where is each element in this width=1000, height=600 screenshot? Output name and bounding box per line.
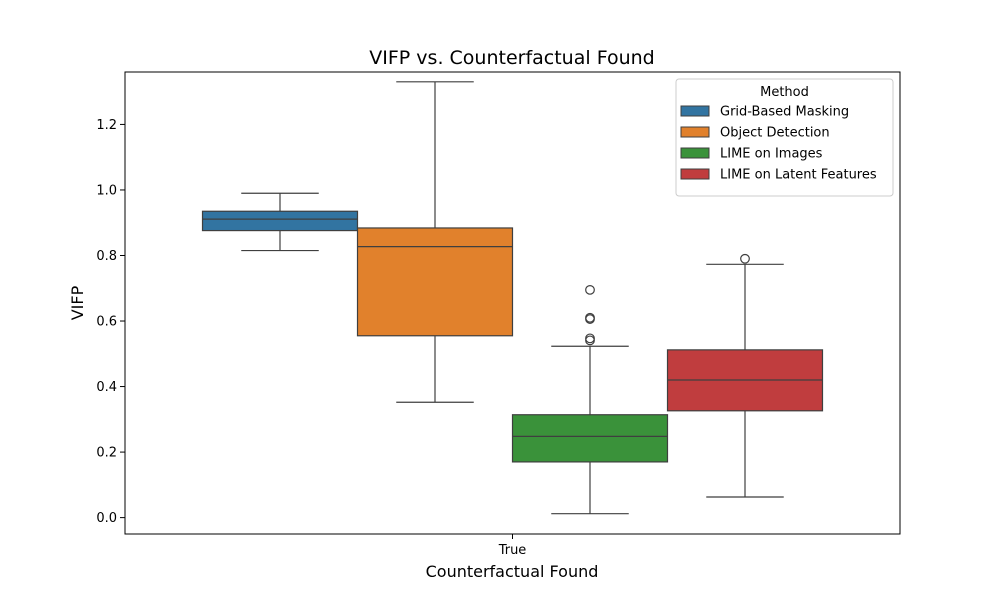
legend-label: LIME on Latent Features bbox=[720, 168, 877, 183]
box-iqr bbox=[356, 227, 514, 337]
outlier-point bbox=[585, 284, 595, 295]
outlier-point bbox=[585, 312, 595, 323]
box-iqr bbox=[511, 414, 669, 463]
chart-title: VIFP vs. Counterfactual Found bbox=[369, 47, 654, 69]
axes: 0.0 0.2 0.4 0.6 0.8 1.0 1.2 True bbox=[96, 71, 901, 558]
outlier-point bbox=[585, 333, 595, 344]
plot-area bbox=[201, 81, 824, 515]
box-iqr bbox=[201, 210, 359, 232]
legend-label: Grid-Based Masking bbox=[720, 105, 849, 120]
legend-swatch bbox=[680, 168, 710, 180]
legend-title: Method bbox=[760, 85, 809, 100]
box-series bbox=[511, 284, 669, 515]
x-tick-label: True bbox=[498, 543, 527, 558]
outlier-point bbox=[740, 253, 750, 264]
legend-label: Object Detection bbox=[720, 126, 830, 141]
y-tick-label: 0.2 bbox=[96, 446, 117, 461]
legend-swatch bbox=[680, 147, 710, 159]
legend-swatch bbox=[680, 126, 710, 138]
y-tick-label: 1.0 bbox=[96, 183, 117, 198]
legend: Method Grid-Based Masking Object Detection… bbox=[675, 78, 894, 197]
box-series bbox=[201, 192, 359, 252]
box-series bbox=[356, 81, 514, 403]
y-tick-label: 0.8 bbox=[96, 249, 117, 264]
y-tick-label: 0.6 bbox=[96, 315, 117, 330]
y-tick-label: 0.4 bbox=[96, 380, 117, 395]
outlier-point bbox=[585, 335, 595, 346]
x-axis-title: Counterfactual Found bbox=[426, 562, 599, 581]
y-axis-title: VIFP bbox=[68, 285, 87, 320]
box-series bbox=[666, 253, 824, 498]
y-tick-label: 1.2 bbox=[96, 118, 117, 133]
legend-frame bbox=[675, 78, 894, 197]
legend-label: LIME on Images bbox=[720, 147, 823, 162]
legend-swatch bbox=[680, 105, 710, 117]
y-tick-label: 0.0 bbox=[96, 511, 117, 526]
